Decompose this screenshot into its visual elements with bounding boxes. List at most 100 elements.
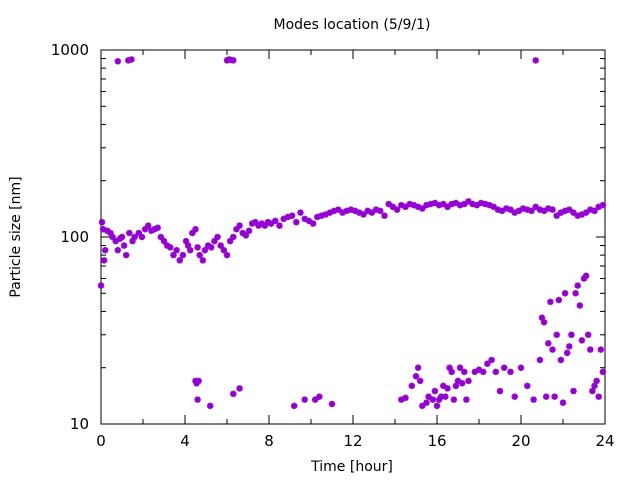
data-point xyxy=(230,57,237,64)
data-point xyxy=(440,200,447,208)
data-point xyxy=(524,382,531,390)
data-point xyxy=(545,340,552,347)
data-point xyxy=(220,246,228,254)
data-point xyxy=(118,233,126,241)
data-point xyxy=(555,296,562,304)
data-point xyxy=(316,393,323,400)
data-point xyxy=(267,220,275,227)
data-point xyxy=(507,206,514,213)
data-point xyxy=(402,394,409,402)
data-point xyxy=(402,203,409,211)
data-point xyxy=(591,207,598,215)
data-point xyxy=(452,382,460,390)
data-point xyxy=(484,360,491,367)
data-point xyxy=(120,242,128,249)
data-point xyxy=(582,272,590,280)
data-point xyxy=(574,282,581,289)
data-point xyxy=(459,380,466,387)
axis-ticks xyxy=(100,49,606,425)
data-point xyxy=(214,233,221,241)
data-point xyxy=(440,382,447,390)
data-point xyxy=(100,257,108,264)
data-point xyxy=(492,368,499,376)
data-point xyxy=(530,396,537,403)
data-point xyxy=(568,331,575,338)
x-tick-label: 4 xyxy=(180,432,190,450)
data-point xyxy=(572,290,579,297)
data-point xyxy=(385,200,392,208)
data-point xyxy=(408,382,415,390)
data-point xyxy=(496,387,504,395)
data-point xyxy=(536,356,544,364)
data-point xyxy=(393,206,401,213)
data-point xyxy=(511,393,518,400)
data-point xyxy=(593,377,600,385)
data-point xyxy=(597,346,604,353)
data-point xyxy=(196,251,203,259)
data-point xyxy=(192,226,199,233)
data-point xyxy=(114,246,121,254)
data-point xyxy=(131,233,138,241)
data-point xyxy=(223,251,231,259)
data-point xyxy=(463,396,470,403)
data-point xyxy=(450,396,457,403)
data-point xyxy=(599,368,607,376)
data-point xyxy=(245,227,253,234)
data-point xyxy=(412,373,420,380)
data-point xyxy=(543,393,550,400)
data-point xyxy=(553,331,560,338)
data-points xyxy=(97,56,607,410)
data-point xyxy=(301,396,308,403)
x-tick-labels: 0 4 8 12 16 20 24 xyxy=(96,432,614,450)
data-point xyxy=(194,396,201,403)
data-point xyxy=(297,209,304,216)
data-point xyxy=(305,217,313,225)
data-point xyxy=(217,242,224,249)
data-point xyxy=(272,217,279,225)
data-point xyxy=(517,364,525,371)
data-point xyxy=(98,218,106,226)
data-point xyxy=(377,207,384,215)
data-point xyxy=(549,206,556,213)
data-point xyxy=(461,368,468,376)
x-tick-label: 12 xyxy=(343,432,362,450)
data-point xyxy=(501,364,508,371)
y-tick-labels: 10 100 1000 xyxy=(51,41,89,433)
data-point xyxy=(570,387,577,395)
data-point xyxy=(102,246,109,254)
x-tick-label: 24 xyxy=(595,432,614,450)
data-point xyxy=(465,377,472,385)
data-point xyxy=(154,224,161,231)
y-tick-label: 100 xyxy=(60,228,89,246)
x-tick-label: 0 xyxy=(96,432,106,450)
data-point xyxy=(557,356,565,364)
data-point xyxy=(291,402,298,410)
data-point xyxy=(507,368,514,376)
y-tick-label: 1000 xyxy=(51,41,89,59)
data-point xyxy=(179,251,187,259)
data-point xyxy=(328,400,336,408)
data-point xyxy=(173,246,180,254)
data-point xyxy=(564,349,571,357)
data-point xyxy=(123,251,130,259)
data-point xyxy=(566,343,573,350)
data-point xyxy=(187,246,194,254)
data-point xyxy=(431,387,439,395)
data-point xyxy=(442,393,449,400)
data-point xyxy=(207,402,214,410)
data-point xyxy=(381,212,388,219)
data-point xyxy=(417,377,424,385)
data-point xyxy=(551,393,558,400)
data-point xyxy=(170,251,177,259)
data-point xyxy=(444,203,451,211)
x-tick-label: 20 xyxy=(511,432,530,450)
data-point xyxy=(532,57,539,64)
data-point xyxy=(176,257,183,264)
data-point xyxy=(145,222,152,229)
x-axis-label: Time [hour] xyxy=(310,459,393,475)
plot-frame xyxy=(100,49,606,425)
data-point xyxy=(230,233,237,241)
data-point xyxy=(578,337,586,344)
data-point xyxy=(276,222,283,229)
data-point xyxy=(230,390,237,398)
